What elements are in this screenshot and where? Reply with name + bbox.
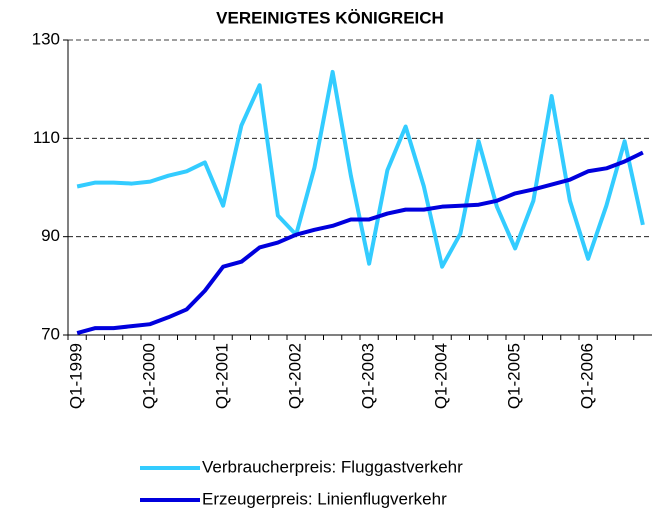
x-tick-label: Q1-2001 <box>213 343 232 409</box>
x-tick-label: Q1-1999 <box>67 343 86 409</box>
legend-label: Erzeugerpreis: Linienflugverkehr <box>202 489 447 508</box>
x-tick-label: Q1-2004 <box>432 343 451 409</box>
x-tick-label: Q1-2000 <box>140 343 159 409</box>
x-tick-label: Q1-2003 <box>359 343 378 409</box>
series-line <box>76 69 645 269</box>
chart-title: VEREINIGTES KÖNIGREICH <box>216 8 444 27</box>
x-tick-label: Q1-2002 <box>286 343 305 409</box>
y-tick-label: 90 <box>41 226 60 245</box>
x-tick-label: Q1-2006 <box>578 343 597 409</box>
y-tick-label: 130 <box>32 29 60 48</box>
x-tick-label: Q1-2005 <box>505 343 524 409</box>
series-line <box>76 150 644 335</box>
y-tick-label: 70 <box>41 324 60 343</box>
y-tick-label: 110 <box>33 128 60 147</box>
legend-label: Verbraucherpreis: Fluggastverkehr <box>202 457 463 476</box>
